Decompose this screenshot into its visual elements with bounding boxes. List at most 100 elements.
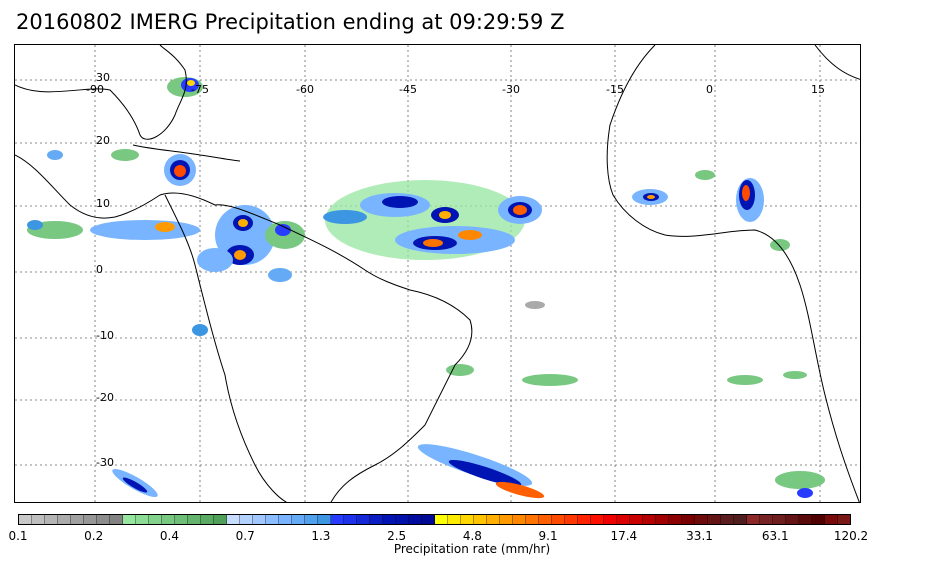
longitude-label: -75: [191, 83, 209, 96]
colorbar-swatch: [175, 515, 188, 524]
colorbar-swatch: [539, 515, 552, 524]
colorbar-swatch: [201, 515, 214, 524]
colorbar-swatch: [344, 515, 357, 524]
longitude-label: -45: [399, 83, 417, 96]
colorbar-swatch: [734, 515, 747, 524]
latitude-label: 0: [96, 263, 103, 276]
precip-cell: [238, 219, 248, 227]
precip-cell: [797, 488, 813, 498]
colorbar: [18, 514, 851, 525]
colorbar-swatch: [721, 515, 734, 524]
precip-cell: [155, 222, 175, 232]
colorbar-swatch: [266, 515, 279, 524]
latitude-label: 30: [96, 71, 110, 84]
caribbean-islands: [132, 144, 241, 162]
precip-cell: [111, 149, 139, 161]
colorbar-swatch: [786, 515, 799, 524]
colorbar-swatch: [84, 515, 97, 524]
longitude-label: -30: [502, 83, 520, 96]
colorbar-swatch: [747, 515, 760, 524]
precip-cell: [647, 195, 655, 199]
colorbar-swatch: [396, 515, 409, 524]
colorbar-swatch: [370, 515, 383, 524]
coastlines: [15, 45, 860, 502]
precip-cell: [197, 248, 233, 272]
colorbar-swatch: [58, 515, 71, 524]
latitude-label: 20: [96, 134, 110, 147]
colorbar-swatch: [487, 515, 500, 524]
longitude-label: 15: [811, 83, 825, 96]
longitude-label: -60: [296, 83, 314, 96]
colorbar-swatch: [409, 515, 422, 524]
mediterranean-coast: [814, 45, 860, 80]
colorbar-swatch: [526, 515, 539, 524]
colorbar-swatch: [110, 515, 123, 524]
colorbar-tick-label: 63.1: [761, 529, 789, 543]
colorbar-swatch: [136, 515, 149, 524]
colorbar-swatch: [708, 515, 721, 524]
map-title: 20160802 IMERG Precipitation ending at 0…: [16, 10, 565, 34]
colorbar-swatch: [123, 515, 136, 524]
colorbar-swatch: [643, 515, 656, 524]
longitude-label: 0: [706, 83, 713, 96]
precip-cell: [446, 364, 474, 376]
colorbar-tick-label: 33.1: [686, 529, 713, 543]
north-america-coast: [15, 45, 187, 140]
precip-cell: [192, 324, 208, 336]
africa-coast: [606, 45, 860, 502]
colorbar-swatch: [71, 515, 84, 524]
colorbar-swatch: [578, 515, 591, 524]
colorbar-swatch: [630, 515, 643, 524]
colorbar-swatch: [318, 515, 331, 524]
colorbar-swatch: [214, 515, 227, 524]
precip-cell: [187, 80, 195, 86]
colorbar-tick-label: 4.8: [462, 529, 482, 543]
colorbar-tick-label: 0.2: [84, 529, 104, 543]
colorbar-tick-label: 9.1: [538, 529, 558, 543]
graticule: [15, 45, 860, 502]
precip-cell: [122, 477, 148, 493]
precip-cell: [323, 210, 367, 224]
precip-cell: [268, 268, 292, 282]
colorbar-swatch: [227, 515, 240, 524]
south-america-west-coast: [164, 194, 288, 502]
colorbar-swatch: [188, 515, 201, 524]
colorbar-swatch: [565, 515, 578, 524]
latitude-label: -30: [96, 456, 114, 469]
colorbar-swatch: [591, 515, 604, 524]
colorbar-swatch: [682, 515, 695, 524]
colorbar-swatch: [19, 515, 32, 524]
precip-cell: [47, 150, 63, 160]
colorbar-swatch: [162, 515, 175, 524]
colorbar-label: Precipitation rate (mm/hr): [393, 542, 551, 556]
colorbar-swatch: [812, 515, 825, 524]
colorbar-tick-label: 0.4: [159, 529, 179, 543]
colorbar-swatch: [383, 515, 396, 524]
precip-cell: [382, 196, 418, 208]
precipitation-layer: [27, 77, 825, 499]
colorbar-tick-label: 120.2: [833, 529, 869, 543]
colorbar-swatch: [604, 515, 617, 524]
precip-cell: [90, 220, 200, 240]
precip-cell: [495, 481, 545, 499]
colorbar-swatch: [461, 515, 474, 524]
colorbar-swatch: [617, 515, 630, 524]
colorbar-swatch: [448, 515, 461, 524]
colorbar-swatch: [422, 515, 435, 524]
precip-cell: [775, 471, 825, 489]
precip-cell: [783, 371, 807, 379]
colorbar-swatch: [474, 515, 487, 524]
precip-cell: [234, 250, 246, 260]
colorbar-swatch: [500, 515, 513, 524]
latitude-label: -10: [96, 329, 114, 342]
colorbar-swatch: [32, 515, 45, 524]
precip-cell: [513, 205, 527, 215]
colorbar-swatch: [760, 515, 773, 524]
colorbar-swatch: [695, 515, 708, 524]
colorbar-swatch: [357, 515, 370, 524]
colorbar-swatch: [253, 515, 266, 524]
colorbar-swatch: [838, 515, 850, 524]
longitude-label: -90: [86, 83, 104, 96]
map-canvas: [15, 45, 860, 502]
colorbar-swatch: [305, 515, 318, 524]
